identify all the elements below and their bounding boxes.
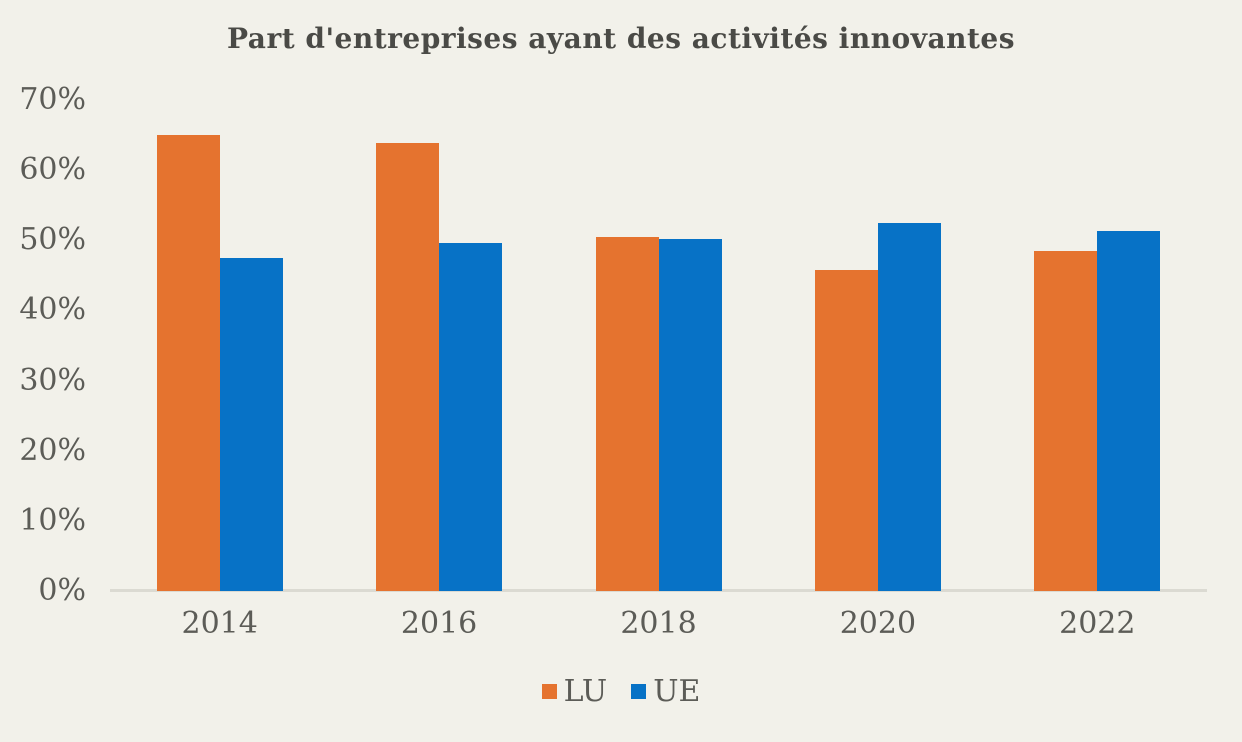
x-axis-category-label: 2020 <box>839 606 917 641</box>
legend: LU UE <box>0 674 1242 709</box>
x-axis-category-label: 2022 <box>1059 606 1136 641</box>
bar-lu-2020 <box>814 270 878 591</box>
bar-lu-2014 <box>156 135 220 591</box>
y-axis-tick-label: 60% <box>19 151 86 187</box>
bar-lu-2022 <box>1034 250 1098 591</box>
y-axis-tick-label: 30% <box>19 362 86 398</box>
y-axis-tick-label: 50% <box>19 222 86 258</box>
bar-lu-2016 <box>376 143 440 591</box>
chart-title: Part d'entreprises ayant des activités i… <box>227 22 1015 55</box>
legend-item-lu: LU <box>541 674 608 709</box>
bar-ue-2022 <box>1097 231 1161 591</box>
bar-ue-2016 <box>439 243 503 591</box>
legend-swatch-lu <box>541 684 557 699</box>
y-axis-tick-label: 0% <box>38 572 86 608</box>
legend-label-lu: LU <box>563 674 608 709</box>
bar-ue-2018 <box>658 238 722 591</box>
legend-item-ue: UE <box>631 674 700 709</box>
x-axis-category-label: 2016 <box>400 606 478 641</box>
y-axis-tick-label: 70% <box>19 81 86 117</box>
y-axis-tick-label: 10% <box>19 502 86 538</box>
y-axis-tick-label: 40% <box>19 292 86 328</box>
legend-label-ue: UE <box>653 674 701 709</box>
bar-ue-2020 <box>877 222 941 591</box>
bar-lu-2018 <box>595 236 659 591</box>
y-axis-tick-label: 20% <box>19 432 86 468</box>
bar-ue-2014 <box>219 257 283 591</box>
x-axis-category-label: 2018 <box>620 606 697 641</box>
x-axis-category-label: 2014 <box>181 606 258 641</box>
legend-swatch-ue <box>631 684 647 699</box>
